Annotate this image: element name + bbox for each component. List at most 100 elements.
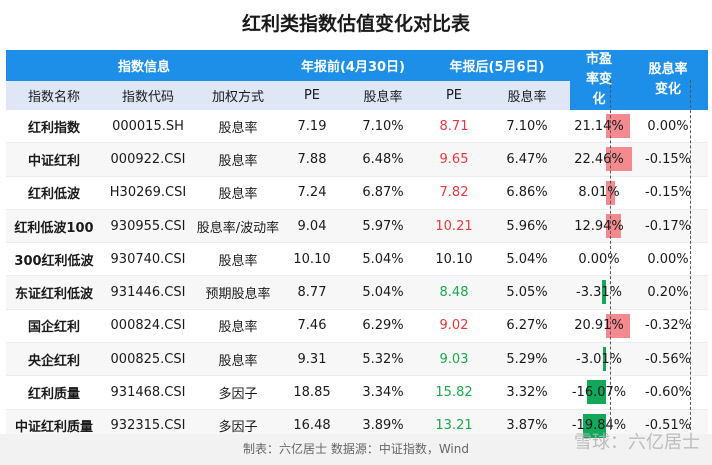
pe-after-cell: 9.65 — [424, 142, 484, 177]
pe-change-label: 22.46% — [574, 151, 624, 167]
footer-source: 制表：六亿居士 数据源：中证指数，Wind — [0, 434, 712, 465]
col-header-pe-after: PE — [424, 81, 484, 110]
valuation-table: 指数信息 年报前(4月30日) 年报后(5月6日) 市盈率变化 股息率变化 指数… — [6, 50, 708, 443]
dividend-yield-before-cell: 7.10% — [342, 110, 424, 144]
table-row: 红利低波100 930955.CSI 股息率/波动率 9.04 5.97% 10.21 5.… — [6, 209, 708, 244]
pe-after-cell: 7.82 — [424, 176, 484, 210]
index-name-cell: 红利质量 — [6, 375, 102, 410]
dividend-yield-change-cell: 0.00% — [628, 242, 708, 277]
dividend-yield-before-cell: 5.32% — [342, 342, 424, 377]
group-header-info: 指数信息 — [6, 50, 282, 81]
index-name-cell: 东证红利低波 — [6, 275, 102, 310]
index-name-cell: 中证红利 — [6, 142, 102, 177]
table-row: 300红利低波 930740.CSI 股息率 10.10 5.04% 10.10 5.04%… — [6, 242, 708, 277]
pe-after-cell: 9.02 — [424, 309, 484, 344]
table-row: 东证红利低波 931446.CSI 预期股息率 8.77 5.04% 8.48 5.05% -… — [6, 275, 708, 310]
dividend-yield-after-cell: 5.96% — [484, 209, 570, 244]
pe-change-cell: 22.46% — [570, 142, 632, 177]
index-name-cell: 红利低波 — [6, 176, 102, 210]
pe-change-bar — [602, 280, 606, 305]
weight-method-cell: 股息率 — [194, 342, 282, 377]
pe-change-label: 12.94% — [574, 218, 624, 234]
dividend-yield-change-cell: 0.00% — [628, 110, 708, 144]
pe-after-cell: 8.71 — [424, 110, 484, 144]
pe-change-label: 21.14% — [574, 118, 624, 134]
index-code-cell: 000824.CSI — [102, 309, 194, 344]
dividend-yield-change-cell: -0.32% — [628, 309, 708, 344]
pe-before-cell: 9.31 — [282, 342, 342, 377]
pe-change-cell: 0.00% — [570, 242, 628, 277]
pe-change-bar — [602, 347, 606, 372]
dividend-yield-after-cell: 6.47% — [484, 142, 570, 177]
index-name-cell: 红利指数 — [6, 110, 102, 144]
table-row: 中证红利 000922.CSI 股息率 7.88 6.48% 9.65 6.47% 22.46… — [6, 142, 708, 177]
pe-change-cell: 20.91% — [570, 309, 631, 344]
dividend-yield-change-cell: -0.15% — [628, 142, 708, 177]
index-code-cell: H30269.CSI — [102, 176, 194, 210]
pe-after-cell: 15.82 — [424, 375, 484, 410]
weight-method-cell: 多因子 — [194, 375, 282, 410]
pe-change-cell: -16.07% — [570, 375, 628, 410]
col-header-pe-before: PE — [282, 81, 342, 110]
pe-change-label: 8.01% — [578, 185, 620, 201]
index-name-cell: 国企红利 — [6, 309, 102, 344]
dividend-yield-before-cell: 6.87% — [342, 176, 424, 210]
index-code-cell: 000825.CSI — [102, 342, 194, 377]
header-dy-change: 股息率变化 — [628, 50, 708, 110]
pe-change-zero-axis — [610, 80, 611, 430]
pe-change-label: -3.31% — [576, 285, 622, 301]
col-header-name: 指数名称 — [6, 81, 102, 110]
table-row: 红利质量 931468.CSI 多因子 18.85 3.34% 15.82 3.32% -16… — [6, 375, 708, 410]
pe-after-cell: 9.03 — [424, 342, 484, 377]
pe-change-label: 20.91% — [574, 318, 624, 334]
dy-change-zero-axis — [690, 80, 691, 430]
index-name-cell: 300红利低波 — [6, 242, 102, 277]
weight-method-cell: 股息率/波动率 — [194, 209, 282, 244]
pe-before-cell: 8.77 — [282, 275, 342, 310]
pe-before-cell: 16.48 — [282, 409, 342, 443]
pe-change-cell: 8.01% — [570, 176, 628, 210]
index-name-cell: 央企红利 — [6, 342, 102, 377]
dividend-yield-before-cell: 3.34% — [342, 375, 424, 410]
col-header-weight: 加权方式 — [194, 81, 282, 110]
pe-change-cell: -3.01% — [570, 342, 628, 377]
pe-change-label: -19.84% — [571, 418, 627, 434]
dividend-yield-before-cell: 6.48% — [342, 142, 424, 177]
dividend-yield-after-cell: 5.05% — [484, 275, 570, 310]
index-code-cell: 000922.CSI — [102, 142, 194, 177]
pe-change-label: 0.00% — [578, 251, 620, 267]
index-code-cell: 930740.CSI — [102, 242, 194, 277]
pe-after-cell: 8.48 — [424, 275, 484, 310]
pe-before-cell: 7.19 — [282, 110, 342, 144]
dividend-yield-before-cell: 5.97% — [342, 209, 424, 244]
pe-change-cell: 21.14% — [570, 110, 631, 144]
pe-before-cell: 7.24 — [282, 176, 342, 210]
col-header-code: 指数代码 — [102, 81, 194, 110]
dividend-yield-change-cell: -0.17% — [628, 209, 708, 244]
table-body: 红利指数 000015.SH 股息率 7.19 7.10% 8.71 7.10% 21.14%… — [6, 110, 708, 443]
group-header-after: 年报后(5月6日) — [424, 50, 570, 81]
page-title: 红利类指数估值变化对比表 — [241, 13, 470, 35]
index-name-cell: 红利低波100 — [6, 209, 102, 244]
table-row: 红利指数 000015.SH 股息率 7.19 7.10% 8.71 7.10% 21.14%… — [6, 110, 708, 144]
pe-before-cell: 7.46 — [282, 309, 342, 344]
group-header-before: 年报前(4月30日) — [282, 50, 424, 81]
index-code-cell: 000015.SH — [102, 110, 194, 144]
dividend-yield-change-cell: -0.60% — [628, 375, 708, 410]
index-code-cell: 931468.CSI — [102, 375, 194, 410]
col-header-dy-after: 股息率 — [484, 81, 570, 110]
weight-method-cell: 股息率 — [194, 242, 282, 277]
index-code-cell: 930955.CSI — [102, 209, 194, 244]
dividend-yield-after-cell: 6.27% — [484, 309, 570, 344]
dividend-yield-after-cell: 5.29% — [484, 342, 570, 377]
dividend-yield-before-cell: 5.04% — [342, 275, 424, 310]
weight-method-cell: 股息率 — [194, 176, 282, 210]
pe-change-label: -3.01% — [576, 351, 622, 367]
header-pe-change: 市盈率变化 — [570, 50, 628, 110]
dividend-yield-after-cell: 3.32% — [484, 375, 570, 410]
dividend-yield-before-cell: 5.04% — [342, 242, 424, 277]
pe-change-bar — [587, 380, 606, 405]
dividend-yield-after-cell: 7.10% — [484, 110, 570, 144]
column-header-row: 指数名称 指数代码 加权方式 PE 股息率 PE 股息率 — [6, 81, 708, 110]
index-code-cell: 931446.CSI — [102, 275, 194, 310]
